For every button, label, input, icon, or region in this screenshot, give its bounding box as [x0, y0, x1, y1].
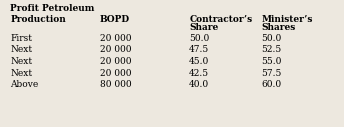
Text: First: First: [10, 34, 32, 43]
Text: BOPD: BOPD: [100, 15, 130, 24]
Text: 60.0: 60.0: [261, 80, 282, 89]
Text: Next: Next: [10, 57, 32, 66]
Text: 42.5: 42.5: [189, 68, 209, 77]
Text: 45.0: 45.0: [189, 57, 209, 66]
Text: Next: Next: [10, 68, 32, 77]
Text: 20 000: 20 000: [100, 34, 131, 43]
Text: Contractor’s: Contractor’s: [189, 15, 252, 24]
Text: Minister’s: Minister’s: [261, 15, 313, 24]
Text: 20 000: 20 000: [100, 57, 131, 66]
Text: Share: Share: [189, 23, 218, 32]
Text: 80 000: 80 000: [100, 80, 131, 89]
Text: 20 000: 20 000: [100, 68, 131, 77]
Text: Production: Production: [10, 15, 66, 24]
Text: Profit Petroleum: Profit Petroleum: [10, 4, 95, 13]
Text: Next: Next: [10, 45, 32, 54]
Text: 50.0: 50.0: [261, 34, 282, 43]
Text: Shares: Shares: [261, 23, 296, 32]
Text: 47.5: 47.5: [189, 45, 209, 54]
Text: 50.0: 50.0: [189, 34, 209, 43]
Text: Above: Above: [10, 80, 39, 89]
Text: 52.5: 52.5: [261, 45, 282, 54]
Text: 20 000: 20 000: [100, 45, 131, 54]
Text: 55.0: 55.0: [261, 57, 282, 66]
Text: 40.0: 40.0: [189, 80, 209, 89]
Text: 57.5: 57.5: [261, 68, 282, 77]
